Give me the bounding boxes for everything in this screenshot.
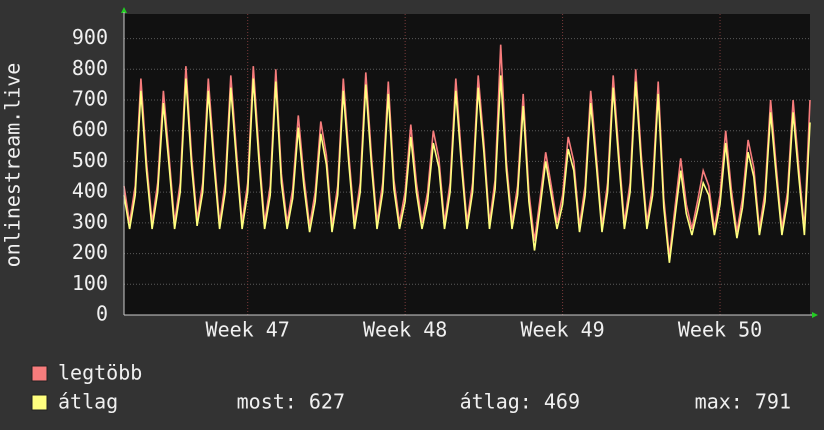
y-tick-label: 300 <box>72 209 108 233</box>
y-tick-label: 0 <box>96 302 108 326</box>
y-axis-label: onlinestream.live <box>1 63 25 268</box>
y-tick-label: 500 <box>72 148 108 172</box>
y-tick-label: 600 <box>72 117 108 141</box>
y-tick-label: 200 <box>72 240 108 264</box>
x-tick-label: Week 50 <box>678 318 762 342</box>
series-line <box>123 75 811 263</box>
x-tick-label: Week 47 <box>206 318 290 342</box>
legend-swatch <box>31 394 48 411</box>
x-tick-label: Week 49 <box>520 318 604 342</box>
legend-swatch <box>31 365 48 382</box>
legend-stat: max: 791 <box>695 390 791 414</box>
y-tick-label: 100 <box>72 271 108 295</box>
axis-arrow <box>121 7 127 13</box>
y-tick-label: 900 <box>72 25 108 49</box>
axis-arrow <box>812 312 818 318</box>
y-tick-label: 400 <box>72 179 108 203</box>
legend-label: legtöbb <box>58 361 142 385</box>
y-tick-label: 800 <box>72 56 108 80</box>
legend-stat: átlag: 469 <box>460 390 580 414</box>
y-tick-label: 700 <box>72 87 108 111</box>
x-tick-label: Week 48 <box>363 318 447 342</box>
plot-area <box>124 14 810 315</box>
legend-label: átlag <box>58 390 118 414</box>
legend-stat: most: 627 <box>237 390 345 414</box>
